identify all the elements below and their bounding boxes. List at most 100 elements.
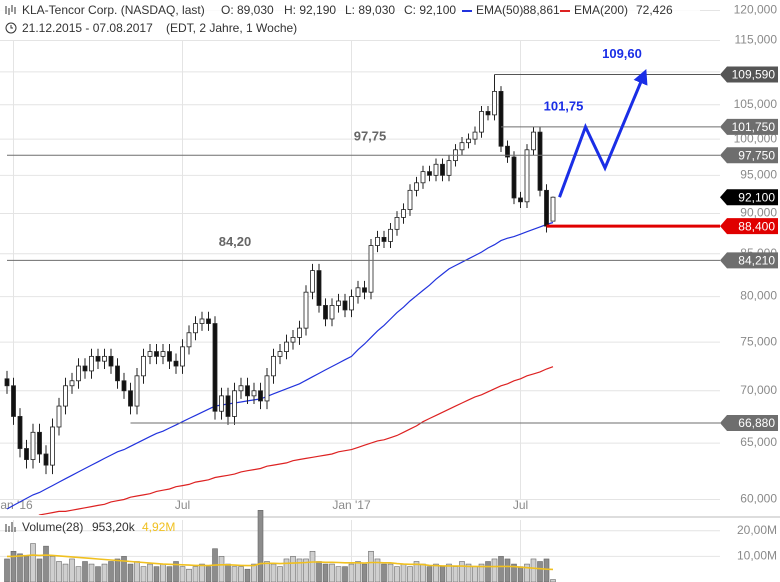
candle-body [50, 426, 55, 466]
price-label: 97,750 [738, 148, 775, 162]
volume-bar [108, 561, 114, 582]
candle-body [128, 390, 133, 407]
volume-bar [511, 563, 517, 582]
candle-body [323, 305, 328, 320]
volume-bar [82, 561, 88, 582]
candle-body [505, 145, 510, 158]
x-tick-label: Jul [175, 498, 190, 512]
candle-body [459, 142, 465, 151]
volume-bar [75, 566, 82, 582]
candle-body [193, 323, 198, 334]
volume-bar [101, 563, 108, 582]
candle-body [63, 385, 68, 407]
candle-body [108, 355, 114, 367]
volume-bar [524, 563, 530, 582]
volume-bar [413, 561, 420, 582]
volume-panel: 10,00M 20,00M Volume(28) 953,20k 4,92M [0, 510, 777, 582]
projection-label: 101,75 [544, 98, 584, 113]
volume-bar [309, 550, 316, 582]
volume-bar [322, 563, 329, 582]
candle-body [414, 182, 419, 191]
volume-bar [472, 566, 478, 582]
volume-bar [400, 563, 407, 582]
candle-body [479, 111, 484, 133]
volume-bar [225, 563, 231, 582]
volume-bar [186, 568, 192, 582]
price-label-box [720, 118, 778, 135]
candle-body [511, 156, 517, 199]
candle-body [498, 91, 504, 147]
candle-body [297, 327, 302, 338]
ohlc-open: O: 89,030 [221, 3, 274, 17]
candle-body [368, 245, 374, 293]
candle-body [524, 149, 530, 203]
volume-bar [316, 561, 322, 582]
volume-bar [160, 563, 166, 582]
volume-bar [43, 545, 49, 582]
candle-body [284, 341, 289, 352]
volume-bar [173, 561, 179, 582]
candle-body [427, 171, 432, 176]
candle-body [550, 196, 556, 222]
candle-body [485, 111, 491, 116]
volume-bar [69, 558, 75, 582]
candle-body [433, 163, 439, 176]
candle-body [245, 385, 250, 397]
volume-bar [374, 558, 381, 582]
volume-bar [446, 563, 452, 582]
legend-label: EMA(200) [574, 3, 628, 17]
price-label-box [720, 66, 778, 83]
price-label-box [720, 252, 778, 269]
candle-body [316, 270, 322, 306]
candle-body [30, 431, 36, 460]
candle-body [290, 337, 296, 343]
candle-body [362, 287, 367, 293]
volume-bar [517, 566, 524, 582]
candle-body [394, 217, 400, 230]
candle-body [544, 189, 549, 227]
volume-bar [394, 566, 400, 582]
candle-body [134, 375, 140, 407]
price-label-box [720, 414, 778, 431]
volume-bar [433, 563, 439, 582]
title: KLA-Tencor Corp. (NASDAQ, last) [22, 3, 205, 17]
volume-bar [244, 568, 251, 582]
volume-bar [17, 553, 23, 582]
candle-body [336, 300, 341, 306]
price-label: 84,210 [738, 254, 775, 268]
candle-body [531, 131, 536, 151]
volume-bar [264, 561, 270, 582]
candle-body [4, 378, 10, 387]
candle-body [264, 375, 270, 402]
candle-body [277, 351, 283, 357]
candle-body [401, 209, 406, 218]
candle-body [232, 390, 237, 417]
volume-bar [407, 566, 413, 582]
date-range: 21.12.2015 - 07.08.2017 [22, 21, 153, 35]
y-tick-label: 95,000 [740, 168, 777, 182]
candle-body [472, 131, 478, 140]
y-tick-label: 80,000 [740, 289, 777, 303]
projection-arrow [558, 68, 648, 198]
volume-bar [277, 566, 283, 582]
volume-bar [368, 550, 374, 582]
candle-body [154, 351, 159, 357]
volume-bar [498, 556, 504, 582]
volume-bar [452, 566, 459, 582]
volume-bar [381, 563, 387, 582]
candle-body [82, 365, 88, 372]
candle-body [160, 351, 166, 357]
candle-body [537, 131, 543, 191]
candle-body [11, 385, 16, 417]
volume-bar [420, 563, 426, 582]
y-tick-label: 105,000 [734, 97, 778, 111]
volume-bar [121, 556, 127, 582]
y-tick-label: 70,000 [740, 383, 777, 397]
candle-body [225, 395, 231, 417]
volume-bar [114, 558, 121, 582]
volume-bar [303, 558, 309, 582]
volume-bar [537, 561, 543, 582]
clock-icon [5, 22, 17, 34]
volume-bar [290, 556, 296, 582]
volume-bar [218, 556, 225, 582]
